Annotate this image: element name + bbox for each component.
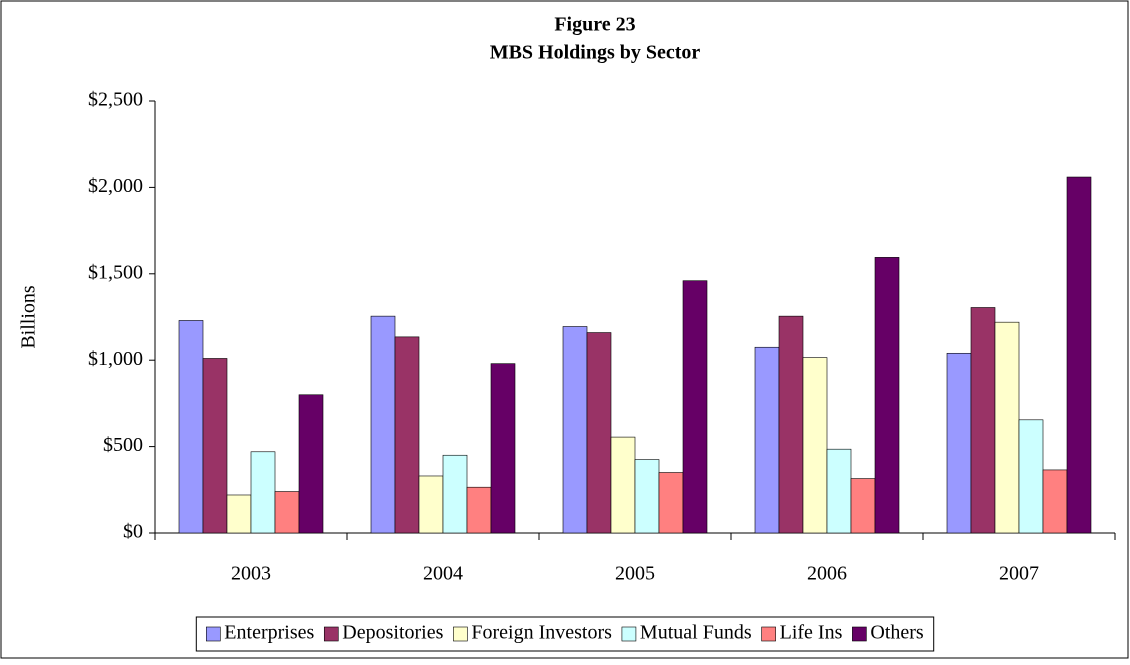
legend-swatch [761,626,776,642]
bar [1018,419,1044,534]
y-tick-label: $1,000 [88,348,143,370]
bar [946,352,972,534]
bar [778,315,804,534]
legend-swatch [852,626,867,642]
legend-label: Enterprises [224,622,314,644]
bar [850,478,876,534]
bar [634,459,660,534]
bar [970,307,996,534]
bar [466,486,492,534]
y-tick-label: $0 [123,521,143,543]
legend-label: Others [870,622,924,644]
legend-label: Depositories [342,622,443,644]
bar [562,326,588,534]
legend-box [195,616,935,652]
bar [178,320,204,534]
legend-label: Life Ins [780,622,843,644]
bar [1042,469,1068,534]
bar [418,475,444,534]
bar [442,454,468,534]
x-tick-label: 2005 [615,563,655,585]
bar [226,494,252,534]
legend-swatch [323,626,339,642]
chart-title: Figure 23 [554,14,635,36]
bar [874,257,900,534]
bar [1066,176,1092,534]
y-axis-label: Billions [18,285,40,349]
y-tick-label: $2,500 [88,89,143,111]
bar [802,357,828,534]
bar [370,315,396,534]
chart-subtitle: MBS Holdings by Sector [490,42,701,64]
bar [274,491,300,534]
x-tick-label: 2007 [999,563,1039,585]
legend-label: Foreign Investors [471,622,612,644]
legend-swatch [621,626,637,642]
bar [826,448,852,534]
legend-label: Mutual Funds [640,622,752,644]
bar [490,363,516,534]
bar [202,358,228,534]
bar [682,280,708,534]
legend-swatch [205,626,221,642]
bar [994,321,1020,534]
legend-swatch [453,626,468,642]
y-tick-label: $1,500 [88,261,143,283]
x-tick-label: 2004 [423,563,463,585]
bar [610,436,636,534]
bar [394,336,420,534]
bar [298,394,324,534]
bar [754,346,780,534]
bar [586,332,612,534]
y-tick-label: $2,000 [88,175,143,197]
bar [658,472,684,534]
bar [250,451,276,534]
x-tick-label: 2006 [807,563,847,585]
x-tick-label: 2003 [231,563,271,585]
y-tick-label: $500 [103,434,143,456]
